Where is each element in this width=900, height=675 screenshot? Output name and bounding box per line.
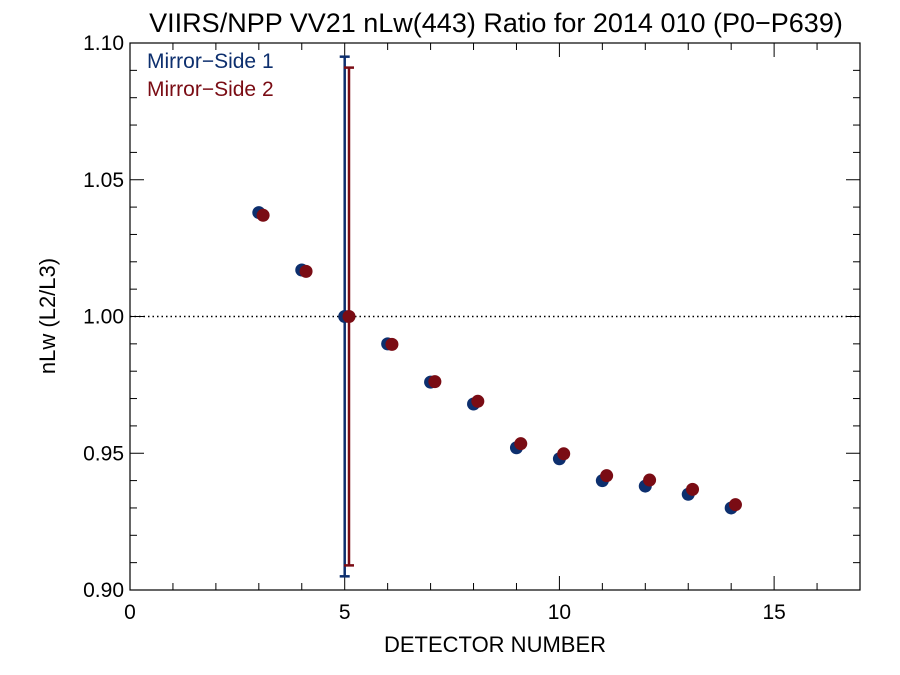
data-point-series-2 <box>299 264 313 278</box>
data-point-series-2 <box>600 469 614 483</box>
axis-ticks: 0 5 10 15 0.90 0.95 1.00 1.05 1.10 <box>83 32 861 624</box>
x-axis-label: DETECTOR NUMBER <box>384 632 606 657</box>
data-point-series-2 <box>385 337 399 351</box>
legend-label-mirror-side-2: Mirror−Side 2 <box>147 78 274 101</box>
data-point-series-2 <box>471 394 485 408</box>
x-tick-label: 5 <box>339 601 351 624</box>
data-points <box>252 206 742 515</box>
data-point-series-2 <box>557 447 571 461</box>
data-point-series-2 <box>514 437 528 451</box>
data-point-series-2 <box>256 208 270 222</box>
data-point-series-2 <box>728 498 742 512</box>
legend-label-mirror-side-1: Mirror−Side 1 <box>147 50 274 73</box>
y-tick-label: 1.00 <box>83 306 124 329</box>
y-tick-label: 0.95 <box>83 442 124 465</box>
x-tick-label: 10 <box>548 601 571 624</box>
chart-title: VIIRS/NPP VV21 nLw(443) Ratio for 2014 0… <box>149 8 843 38</box>
data-point-series-2 <box>342 310 356 323</box>
legend: Mirror−Side 1 Mirror−Side 2 <box>147 50 274 101</box>
y-axis-label: nLw (L2/L3) <box>35 258 60 374</box>
y-tick-label: 0.90 <box>83 579 124 602</box>
x-tick-label: 15 <box>762 601 785 624</box>
data-point-series-2 <box>428 375 442 389</box>
data-point-series-2 <box>643 473 657 487</box>
y-tick-label: 1.05 <box>83 169 124 192</box>
data-point-series-2 <box>686 482 700 496</box>
x-tick-label: 0 <box>124 601 136 624</box>
y-tick-label: 1.10 <box>83 32 124 55</box>
